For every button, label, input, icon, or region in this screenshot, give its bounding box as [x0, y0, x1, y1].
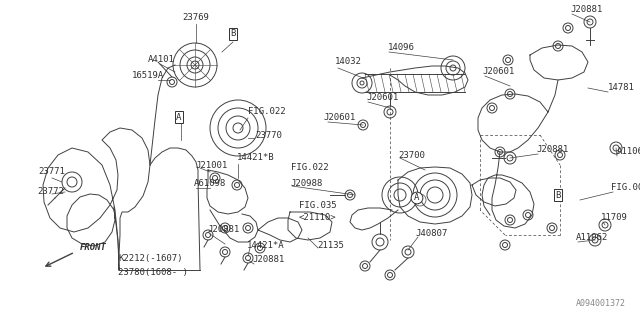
- Text: 14032: 14032: [335, 58, 362, 67]
- Text: A: A: [176, 113, 182, 122]
- Text: J20988: J20988: [290, 179, 323, 188]
- Text: J21001: J21001: [195, 161, 227, 170]
- Text: A094001372: A094001372: [576, 299, 626, 308]
- Text: A11062: A11062: [617, 148, 640, 156]
- Text: J20881: J20881: [252, 255, 284, 265]
- Text: 14421*B: 14421*B: [237, 154, 275, 163]
- Text: J40807: J40807: [415, 228, 447, 237]
- Text: 23769: 23769: [182, 13, 209, 22]
- Text: 23772: 23772: [37, 188, 64, 196]
- Text: FIG.022: FIG.022: [291, 164, 328, 172]
- Text: B: B: [556, 190, 561, 199]
- Text: 14781: 14781: [608, 84, 635, 92]
- Text: J20881: J20881: [570, 5, 602, 14]
- Text: J20601: J20601: [323, 114, 355, 123]
- Text: 11709: 11709: [601, 213, 628, 222]
- Text: A: A: [414, 194, 420, 203]
- Text: 23780(1608- ): 23780(1608- ): [118, 268, 188, 276]
- Text: FIG.035: FIG.035: [299, 201, 337, 210]
- Text: K2212(-1607): K2212(-1607): [118, 253, 182, 262]
- Text: <21110>: <21110>: [299, 213, 337, 222]
- Text: A4101: A4101: [148, 55, 175, 65]
- Text: J20601: J20601: [366, 93, 398, 102]
- Text: 21135: 21135: [317, 241, 344, 250]
- Text: 16519A: 16519A: [132, 71, 164, 81]
- Text: A11062: A11062: [576, 234, 608, 243]
- Text: FRONT: FRONT: [80, 244, 107, 252]
- Text: FIG.004: FIG.004: [611, 183, 640, 193]
- Text: 14421*A: 14421*A: [247, 241, 285, 250]
- Text: B: B: [230, 29, 236, 38]
- Text: 23700: 23700: [398, 150, 425, 159]
- Text: 23770: 23770: [255, 132, 282, 140]
- Text: J20881: J20881: [536, 146, 568, 155]
- Text: 14096: 14096: [388, 44, 415, 52]
- Text: J20881: J20881: [207, 226, 239, 235]
- Text: J20601: J20601: [482, 68, 515, 76]
- Text: FIG.022: FIG.022: [248, 108, 285, 116]
- Text: 23771: 23771: [38, 167, 65, 177]
- Text: A61098: A61098: [194, 180, 227, 188]
